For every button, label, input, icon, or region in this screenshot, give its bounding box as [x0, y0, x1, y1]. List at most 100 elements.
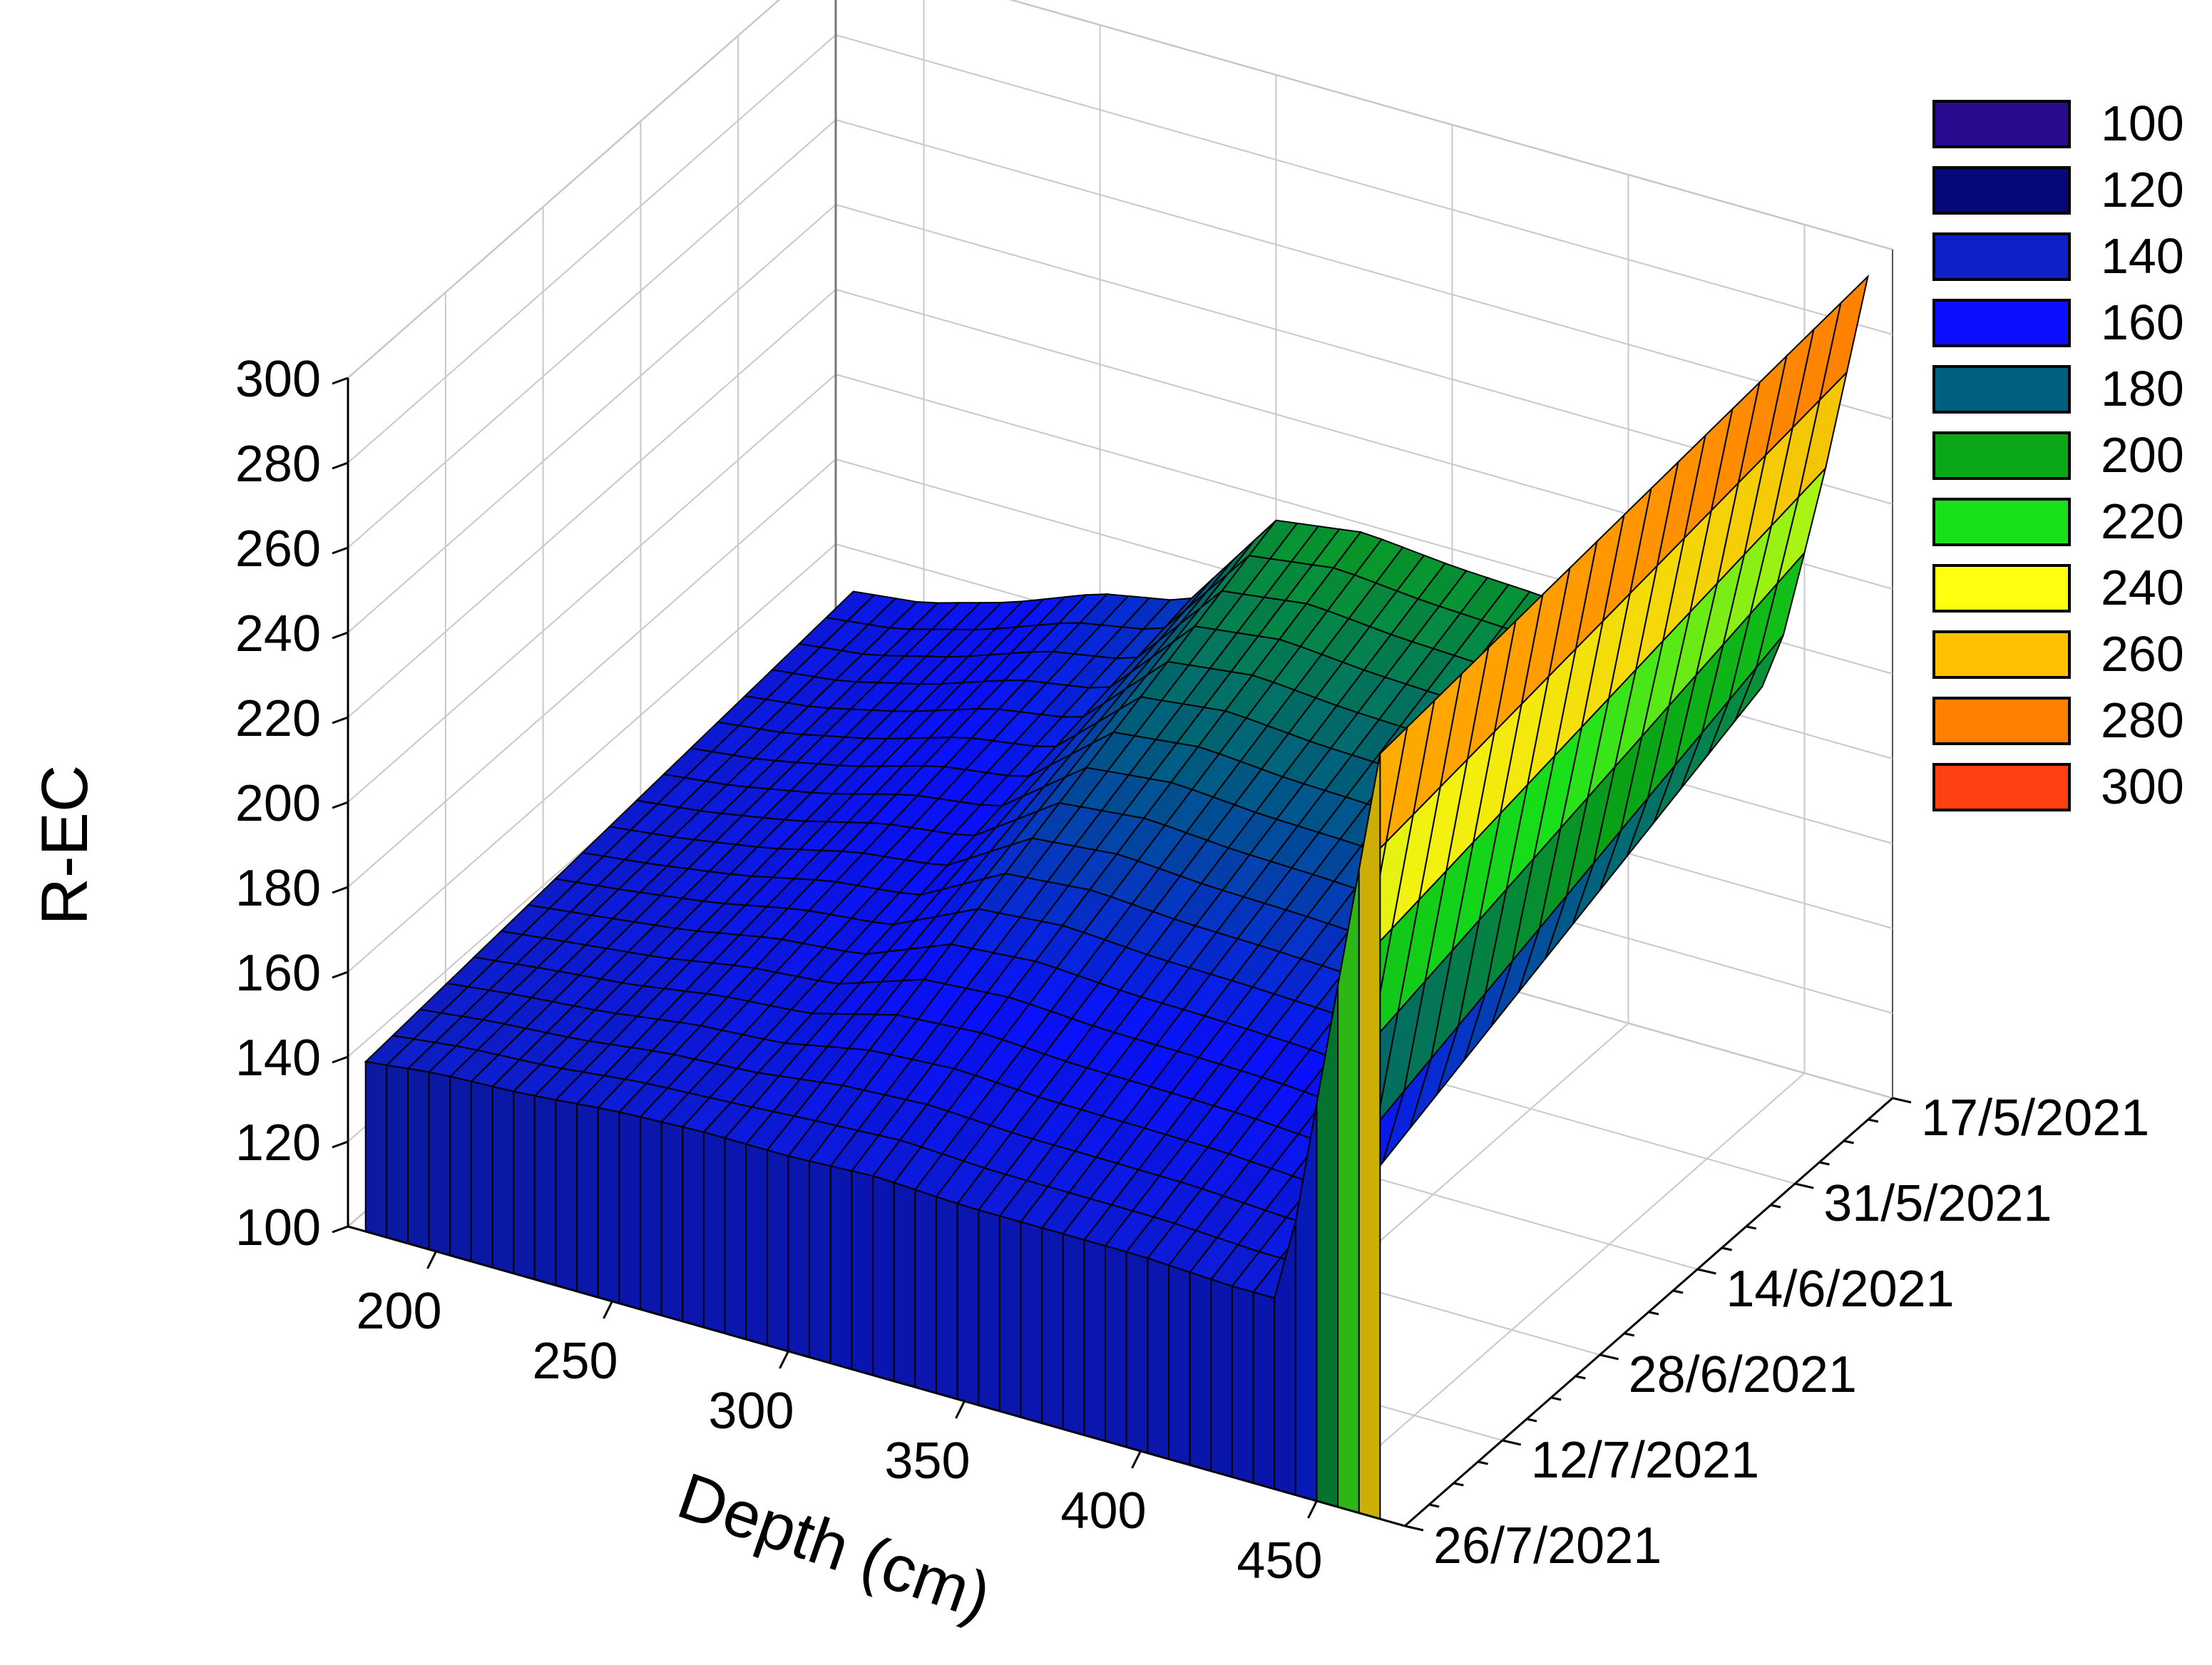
- legend-label: 240: [2101, 560, 2184, 615]
- skirt-cell: [829, 1164, 853, 1371]
- y-minor-tick: [1526, 1418, 1537, 1423]
- y-tick: [1599, 1353, 1619, 1361]
- skirt-cell: [1168, 1264, 1191, 1466]
- legend-label: 280: [2101, 692, 2184, 748]
- z-gridline: [347, 0, 1893, 379]
- skirt-cell: [872, 1174, 895, 1383]
- skirt-cell: [428, 1071, 451, 1256]
- skirt-cell: [978, 1209, 1000, 1413]
- y-minor-tick: [1575, 1375, 1586, 1380]
- z-tick: [332, 631, 349, 640]
- x-tick: [779, 1351, 789, 1369]
- skirt-cell: [470, 1080, 493, 1269]
- x-tick-label: 200: [356, 1283, 441, 1340]
- y-tick-label: 17/5/2021: [1921, 1090, 2149, 1147]
- z-tick-label: 100: [235, 1199, 321, 1256]
- skirt-cell: [1105, 1244, 1127, 1448]
- z-tick: [332, 461, 349, 470]
- skirt-cell: [724, 1137, 747, 1341]
- y-minor-tick: [1843, 1139, 1854, 1144]
- legend-swatch: [1932, 630, 2071, 679]
- z-tick: [332, 970, 349, 979]
- z-tick: [332, 801, 349, 809]
- y-minor-tick: [1868, 1118, 1879, 1123]
- y-minor-tick: [1721, 1246, 1732, 1251]
- z-tick: [332, 376, 349, 385]
- skirt-cell: [618, 1111, 641, 1311]
- z-tick-label: 240: [235, 605, 321, 662]
- skirt-cell: [1041, 1226, 1064, 1430]
- x-tick-label: 400: [1060, 1482, 1146, 1540]
- y-minor-tick: [1648, 1311, 1659, 1316]
- x-tick: [603, 1301, 613, 1319]
- legend-label: 180: [2101, 361, 2184, 416]
- z-tick: [332, 716, 349, 724]
- skirt-cell: [914, 1189, 937, 1395]
- legend-swatch: [1932, 100, 2071, 148]
- legend-label: 160: [2101, 294, 2184, 350]
- y-tick: [1794, 1182, 1814, 1189]
- skirt-cell: [851, 1169, 874, 1376]
- z-tick: [332, 1225, 349, 1234]
- skirt-cell: [1020, 1221, 1043, 1425]
- y-minor-tick: [1453, 1482, 1464, 1487]
- z-tick-label: 300: [235, 351, 321, 408]
- z-tick-label: 140: [235, 1030, 321, 1087]
- skirt-cell: [936, 1195, 958, 1400]
- skirt-cell: [491, 1085, 515, 1275]
- surface-row: [608, 486, 1653, 993]
- x-axis-line: [347, 1225, 1405, 1527]
- legend: 100 120 140 160 180 200 220 240 260 280 300: [1932, 96, 2184, 814]
- y-minor-tick: [1428, 1503, 1440, 1508]
- skirt-cell: [513, 1090, 536, 1281]
- legend-swatch: [1932, 232, 2071, 281]
- y-tick-label: 12/7/2021: [1531, 1432, 1759, 1489]
- z-tick: [332, 1140, 349, 1149]
- legend-swatch: [1932, 431, 2071, 480]
- skirt-cell: [998, 1214, 1022, 1418]
- skirt-cell: [597, 1107, 620, 1305]
- y-tick-label: 14/6/2021: [1726, 1261, 1954, 1318]
- x-tick-label: 450: [1236, 1532, 1322, 1589]
- skirt-cell: [702, 1131, 726, 1335]
- z-tick-label: 160: [235, 945, 321, 1002]
- y-tick-label: 28/6/2021: [1629, 1346, 1857, 1403]
- skirt-cell: [555, 1099, 578, 1293]
- y-minor-tick: [1478, 1460, 1488, 1465]
- chart-surface: [364, 274, 1870, 1520]
- legend-label: 100: [2101, 96, 2184, 151]
- z-tick-label: 220: [235, 690, 321, 747]
- surface-front-skirt: [364, 753, 1381, 1520]
- skirt-cell: [407, 1067, 430, 1251]
- skirt-cell: [809, 1160, 831, 1365]
- skirt-cell: [682, 1126, 705, 1328]
- x-tick-label: 300: [708, 1383, 794, 1440]
- x-tick-label: 250: [532, 1333, 618, 1390]
- skirt-cell: [1125, 1251, 1149, 1455]
- legend-swatch: [1932, 299, 2071, 347]
- skirt-cell: [1231, 1285, 1254, 1485]
- y-tick-label: 26/7/2021: [1433, 1517, 1661, 1574]
- legend-label: 200: [2101, 427, 2184, 483]
- skirt-cell: [364, 1060, 388, 1239]
- y-minor-tick: [1624, 1332, 1635, 1337]
- legend-swatch: [1932, 166, 2071, 215]
- y-tick: [1502, 1439, 1522, 1446]
- z-tick-label: 260: [235, 521, 321, 578]
- skirt-cell: [660, 1121, 684, 1323]
- skirt-cell: [1337, 869, 1360, 1515]
- legend-label: 260: [2101, 626, 2184, 682]
- z-axis-title: R-EC: [29, 765, 101, 926]
- y-minor-tick: [1819, 1161, 1830, 1166]
- y-minor-tick: [1746, 1225, 1757, 1230]
- legend-swatch: [1932, 498, 2071, 546]
- z-tick: [332, 1055, 349, 1064]
- skirt-cell: [576, 1102, 599, 1298]
- legend-swatch: [1932, 365, 2071, 414]
- skirt-cell: [640, 1116, 662, 1316]
- skirt-cell: [956, 1202, 980, 1406]
- x-tick: [1131, 1450, 1142, 1469]
- skirt-cell: [533, 1095, 557, 1286]
- skirt-cell: [1147, 1257, 1169, 1460]
